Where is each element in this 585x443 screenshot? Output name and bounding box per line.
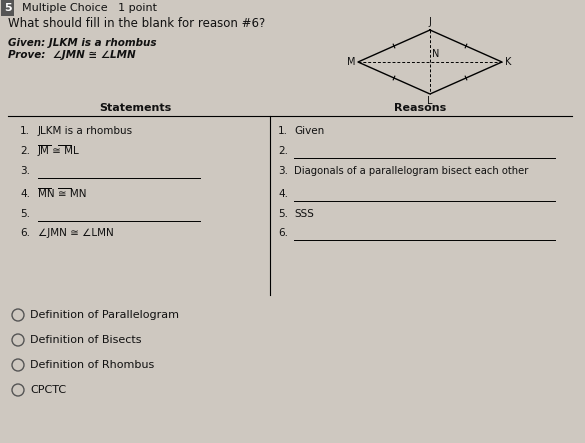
Text: L: L [427, 96, 433, 106]
Text: 3.: 3. [20, 166, 30, 176]
Text: M: M [346, 57, 355, 67]
Text: 5.: 5. [20, 209, 30, 219]
Text: 1.: 1. [20, 126, 30, 136]
Text: Prove:  ∠JMN ≅ ∠LMN: Prove: ∠JMN ≅ ∠LMN [8, 50, 136, 60]
Text: 5.: 5. [278, 209, 288, 219]
Text: 4.: 4. [278, 189, 288, 199]
Text: 5: 5 [4, 3, 12, 13]
Text: What should fill in the blank for reason #6?: What should fill in the blank for reason… [8, 17, 265, 30]
Text: 2.: 2. [278, 146, 288, 156]
Circle shape [12, 384, 24, 396]
Text: K: K [505, 57, 511, 67]
Circle shape [12, 309, 24, 321]
Text: Definition of Rhombus: Definition of Rhombus [30, 360, 154, 370]
Text: 2.: 2. [20, 146, 30, 156]
Text: J: J [429, 17, 432, 27]
Text: Definition of Parallelogram: Definition of Parallelogram [30, 310, 179, 320]
Text: SSS: SSS [294, 209, 314, 219]
Text: Multiple Choice   1 point: Multiple Choice 1 point [22, 3, 157, 13]
Text: Given: JLKM is a rhombus: Given: JLKM is a rhombus [8, 38, 157, 48]
Text: Given: Given [294, 126, 324, 136]
Circle shape [12, 359, 24, 371]
Text: 4.: 4. [20, 189, 30, 199]
Text: Diagonals of a parallelogram bisect each other: Diagonals of a parallelogram bisect each… [294, 166, 528, 176]
Text: 6.: 6. [20, 228, 30, 238]
Text: CPCTC: CPCTC [30, 385, 66, 395]
Text: ∠JMN ≅ ∠LMN: ∠JMN ≅ ∠LMN [38, 228, 113, 238]
Text: 1.: 1. [278, 126, 288, 136]
Circle shape [12, 334, 24, 346]
Text: MN ≅ MN: MN ≅ MN [38, 189, 87, 199]
Text: 6.: 6. [278, 228, 288, 238]
Text: Definition of Bisects: Definition of Bisects [30, 335, 142, 345]
Text: N: N [432, 49, 439, 59]
Text: Statements: Statements [99, 103, 171, 113]
Text: JM ≅ ML: JM ≅ ML [38, 146, 80, 156]
Text: JLKM is a rhombus: JLKM is a rhombus [38, 126, 133, 136]
Text: 3.: 3. [278, 166, 288, 176]
Text: Reasons: Reasons [394, 103, 446, 113]
